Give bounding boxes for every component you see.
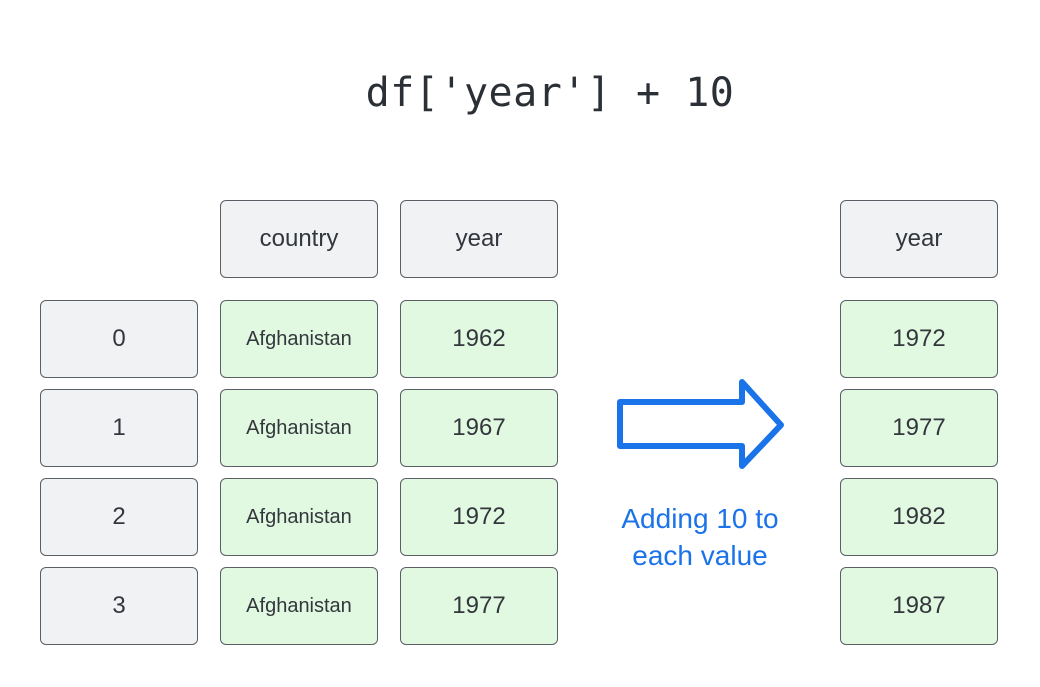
index-cell: 0 bbox=[40, 300, 198, 378]
index-cell: 1 bbox=[40, 389, 198, 467]
year-cell: 1977 bbox=[400, 567, 558, 645]
index-cell: 3 bbox=[40, 567, 198, 645]
caption-line-1: Adding 10 to bbox=[621, 503, 779, 534]
country-cell: Afghanistan bbox=[220, 300, 378, 378]
result-year-cell: 1982 bbox=[840, 478, 998, 556]
caption-line-2: each value bbox=[632, 540, 768, 571]
year-cell: 1972 bbox=[400, 478, 558, 556]
result-year-cell: 1987 bbox=[840, 567, 998, 645]
right-arrow-icon bbox=[614, 378, 786, 472]
index-cell: 2 bbox=[40, 478, 198, 556]
header-year: year bbox=[400, 200, 558, 278]
result-year-cell: 1977 bbox=[840, 389, 998, 467]
country-cell: Afghanistan bbox=[220, 567, 378, 645]
arrow-caption: Adding 10 to each value bbox=[600, 500, 800, 574]
year-cell: 1962 bbox=[400, 300, 558, 378]
code-title: df['year'] + 10 bbox=[365, 70, 735, 116]
result-header-year: year bbox=[840, 200, 998, 278]
year-cell: 1967 bbox=[400, 389, 558, 467]
header-country: country bbox=[220, 200, 378, 278]
result-year-cell: 1972 bbox=[840, 300, 998, 378]
country-cell: Afghanistan bbox=[220, 389, 378, 467]
country-cell: Afghanistan bbox=[220, 478, 378, 556]
